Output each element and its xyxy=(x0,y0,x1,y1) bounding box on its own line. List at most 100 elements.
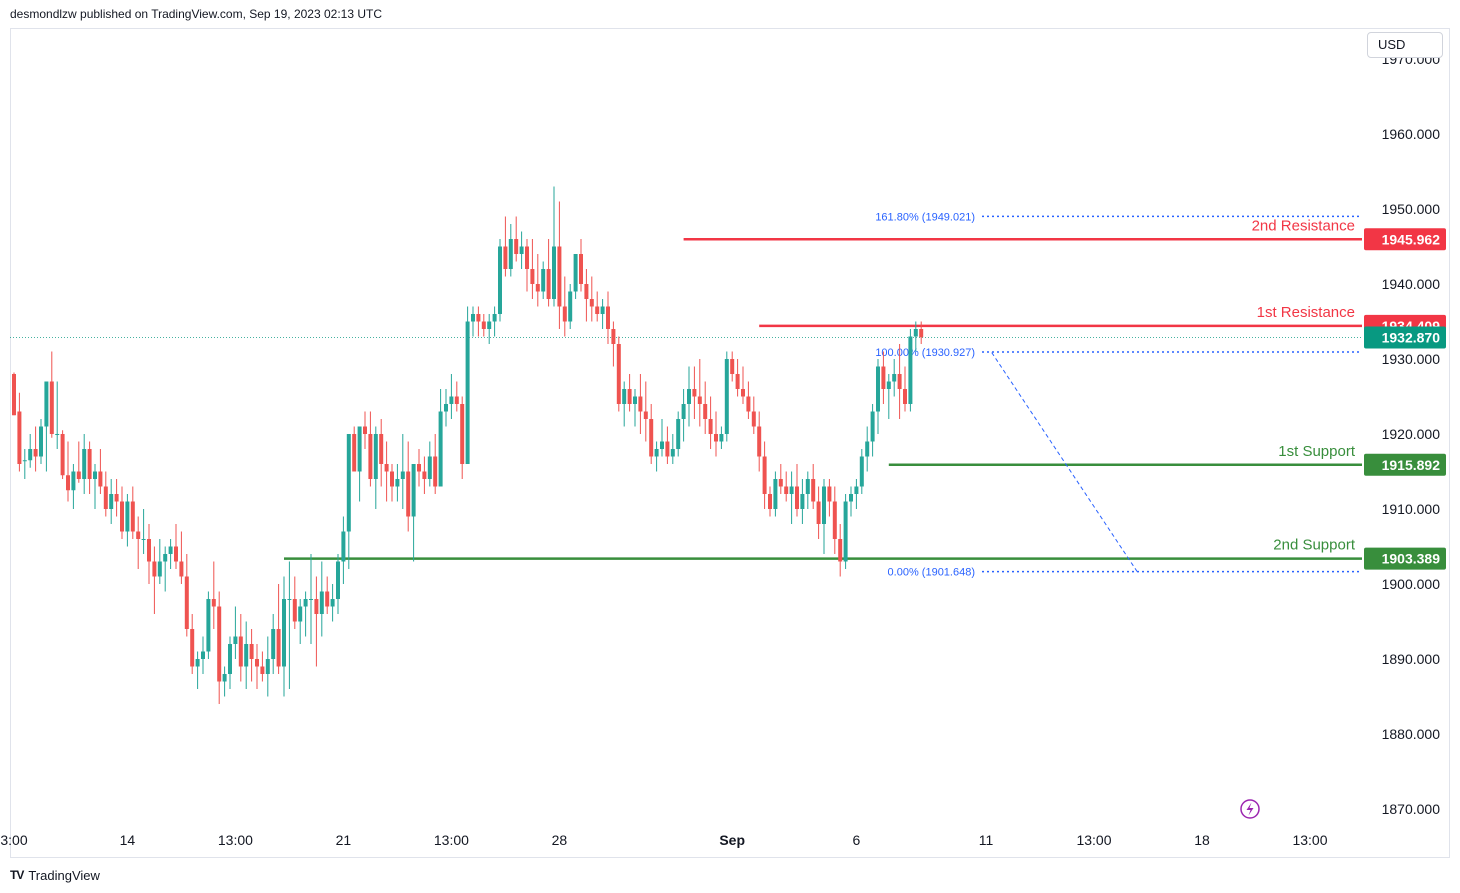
candle-body xyxy=(325,591,330,607)
candle-body xyxy=(768,494,772,509)
candle-body xyxy=(55,434,60,435)
candle xyxy=(411,464,416,562)
candle-body xyxy=(179,561,184,577)
candle-body xyxy=(568,291,573,322)
candle xyxy=(530,239,535,299)
fib-trendline xyxy=(990,351,1138,572)
fib-label: 100.00% (1930.927) xyxy=(875,347,975,359)
candle xyxy=(433,434,438,494)
candles xyxy=(12,186,924,704)
candle xyxy=(611,321,616,367)
candle-body xyxy=(222,674,227,682)
candle xyxy=(276,584,281,674)
candle xyxy=(395,464,400,502)
candle-body xyxy=(530,269,535,284)
candle-body xyxy=(282,599,286,667)
candle-body xyxy=(276,629,281,667)
candle xyxy=(870,404,875,457)
candle-body xyxy=(886,381,891,389)
candle xyxy=(919,321,924,344)
candle xyxy=(757,411,762,472)
candle-body xyxy=(562,306,567,322)
candle-body xyxy=(649,419,654,457)
candle-body xyxy=(125,501,130,532)
candle xyxy=(109,479,114,524)
candle xyxy=(66,441,70,502)
currency-selector[interactable]: USD xyxy=(1367,32,1443,58)
candle xyxy=(319,561,324,637)
candle-body xyxy=(44,381,49,427)
candle xyxy=(481,314,486,337)
candle-body xyxy=(22,460,27,462)
candle-body xyxy=(892,374,897,382)
sr-levels: 2nd Resistance 1st Resistance 1st Support 2… xyxy=(10,217,1362,560)
candle-body xyxy=(465,321,470,464)
candle xyxy=(643,381,648,442)
candle-body xyxy=(687,389,691,404)
candle-body xyxy=(195,659,200,667)
candle xyxy=(849,486,853,517)
candle xyxy=(325,576,330,614)
candle-body xyxy=(616,344,621,404)
candle-body xyxy=(265,659,270,674)
candle-body xyxy=(546,269,551,299)
candle-body xyxy=(238,636,243,667)
candle xyxy=(71,464,76,509)
price-tag: 1903.389 xyxy=(1364,547,1446,570)
candle-body xyxy=(411,464,416,517)
candle xyxy=(87,441,92,494)
candle-body xyxy=(201,651,205,659)
y-tick-label: 1960.000 xyxy=(1382,126,1441,142)
candle xyxy=(222,666,227,697)
candle xyxy=(292,576,297,629)
candle-body xyxy=(406,471,411,517)
lightning-icon[interactable] xyxy=(1240,799,1260,819)
candle-body xyxy=(800,494,805,509)
candle-body xyxy=(816,501,821,524)
candle-body xyxy=(660,441,664,449)
candle xyxy=(800,479,805,524)
price-tag-label: 1903.389 xyxy=(1382,551,1441,567)
fib-label: 161.80% (1949.021) xyxy=(875,211,975,223)
candle xyxy=(908,329,913,412)
candle xyxy=(638,374,643,434)
candle xyxy=(201,636,205,674)
candle xyxy=(125,494,130,547)
candle xyxy=(665,426,670,464)
candle xyxy=(773,471,778,517)
candle-body xyxy=(379,434,384,464)
candle xyxy=(303,591,308,637)
candle xyxy=(795,464,799,517)
x-tick-label: 18 xyxy=(1194,832,1210,848)
candle-body xyxy=(228,644,232,674)
candle-body xyxy=(319,591,324,614)
candle-body xyxy=(136,531,141,539)
candle-body xyxy=(287,599,292,600)
candle xyxy=(589,276,594,322)
y-tick-label: 1870.000 xyxy=(1382,801,1441,817)
candle xyxy=(660,419,664,457)
candle-body xyxy=(292,599,297,622)
candle xyxy=(508,224,513,277)
candle xyxy=(265,636,270,697)
candle-body xyxy=(373,434,378,479)
candle xyxy=(843,494,848,569)
y-tick-label: 1940.000 xyxy=(1382,276,1441,292)
tradingview-logo[interactable]: TV TradingView xyxy=(10,866,100,884)
candle xyxy=(168,539,173,569)
x-tick-label: Sep xyxy=(719,832,745,848)
candle-body xyxy=(498,246,502,314)
candle xyxy=(892,359,897,397)
candle xyxy=(28,434,33,468)
price-tag-bg xyxy=(1364,547,1446,570)
candle-body xyxy=(244,644,249,667)
candle-body xyxy=(778,479,783,487)
candle xyxy=(157,539,162,584)
y-tick-label: 1890.000 xyxy=(1382,651,1441,667)
candle-body xyxy=(384,464,389,472)
candle-body xyxy=(120,501,124,532)
candle-body xyxy=(552,246,556,299)
level-label: 2nd Support xyxy=(1273,537,1356,554)
candle-body xyxy=(346,434,351,532)
